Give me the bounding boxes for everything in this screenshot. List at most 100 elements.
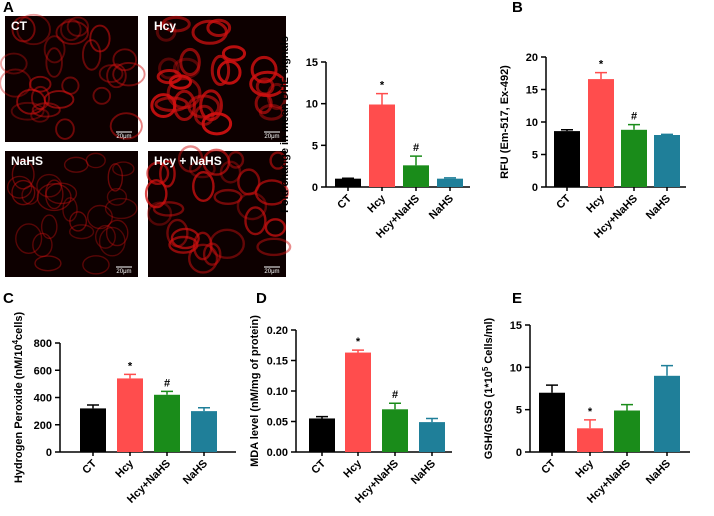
micrograph: Hcy + NaHS 20μm: [144, 145, 292, 277]
significance-marker: #: [164, 377, 170, 389]
y-axis-label-part: RFU (Em-517, Ex-492): [499, 65, 511, 179]
y-axis-label: MDA level (nM/mg of protein): [249, 315, 261, 467]
scale-bar-label: 20μm: [116, 134, 131, 140]
error-bar: [595, 71, 607, 80]
cell: [11, 16, 36, 43]
panel-label: B: [512, 0, 523, 16]
bar: [419, 422, 445, 452]
bar: [191, 411, 217, 452]
micrograph: CT 20μm: [0, 13, 146, 142]
cell: [62, 197, 78, 222]
significance-marker: #: [392, 389, 398, 401]
cell: [166, 77, 202, 110]
cell: [109, 112, 143, 140]
cell: [146, 201, 173, 226]
significance-marker: *: [356, 336, 361, 348]
cell: [104, 197, 138, 220]
cell: [107, 163, 124, 192]
bar: [382, 409, 408, 452]
significance-marker: *: [588, 406, 593, 418]
bar: [554, 131, 580, 187]
bar: [117, 378, 143, 452]
error-bar: [444, 177, 456, 179]
cell: [6, 175, 33, 199]
y-axis-label-part: GSH/GSSG (1*10: [483, 371, 495, 459]
cell: [166, 218, 189, 248]
y-axis-label-part: 5: [481, 366, 490, 371]
error-bar: [352, 349, 364, 353]
bar: [345, 352, 371, 452]
cell: [255, 77, 275, 96]
cell: [60, 18, 82, 42]
micrograph-background: [5, 16, 138, 142]
error-bar: [198, 406, 210, 412]
micrograph-label: NaHS: [11, 154, 43, 168]
significance-marker: *: [380, 80, 385, 92]
y-axis-label: Fold change in mean DHE signals: [279, 36, 291, 213]
cell: [144, 179, 168, 209]
x-tick-label: NaHS: [644, 458, 673, 487]
cell: [16, 13, 51, 46]
x-tick-label: Hcy: [341, 457, 364, 480]
cell: [86, 204, 113, 230]
x-tick-label: Hcy: [573, 457, 596, 480]
cell: [55, 118, 75, 140]
error-bar: [426, 417, 438, 423]
y-tick-label: 0.20: [267, 325, 288, 337]
cell: [81, 39, 102, 71]
cell: [43, 35, 66, 64]
error-bar: [661, 133, 673, 136]
y-axis-label-part: Hydrogen Peroxide (nM/10: [13, 344, 25, 483]
micrograph: Hcy 20μm: [148, 15, 287, 142]
cell: [221, 45, 247, 62]
panel-label: A: [3, 0, 14, 16]
y-tick-label: 0: [312, 182, 318, 194]
y-tick-label: 5: [312, 140, 318, 152]
y-tick-label: 15: [510, 320, 522, 332]
error-bar: [124, 373, 136, 379]
panel-label: C: [3, 290, 14, 307]
y-tick-label: 0.15: [267, 356, 288, 368]
bar: [309, 418, 335, 452]
cell: [206, 18, 232, 38]
cell: [40, 214, 58, 240]
y-axis-label-part: Fold change in mean DHE signals: [279, 36, 291, 213]
cell: [0, 68, 32, 98]
error-bar: [376, 92, 388, 105]
y-axis-label: Hydrogen Peroxide (nM/104cells): [11, 311, 26, 483]
cell: [193, 104, 215, 126]
cell: [63, 156, 89, 173]
y-tick-label: 10: [526, 117, 538, 129]
y-tick-label: 20: [526, 52, 538, 64]
y-tick-label: 5: [516, 405, 522, 417]
cell: [92, 86, 112, 105]
cell: [98, 226, 126, 257]
y-tick-label: 15: [526, 85, 538, 97]
y-tick-label: 0: [532, 182, 538, 194]
significance-marker: *: [599, 59, 604, 71]
bar: [621, 129, 647, 187]
cell: [11, 159, 35, 190]
panel-label: E: [512, 290, 522, 307]
bar: [437, 178, 463, 187]
y-tick-label: 400: [34, 393, 52, 405]
error-bar: [546, 384, 558, 393]
y-tick-label: 0.10: [267, 386, 288, 398]
error-bar: [628, 123, 640, 130]
bar: [654, 375, 680, 452]
micrograph-label: Hcy: [154, 19, 176, 33]
cell: [45, 182, 78, 205]
x-tick-label: Hcy: [584, 192, 607, 215]
error-bar: [316, 415, 328, 419]
cell: [105, 219, 129, 247]
significance-marker: *: [128, 360, 133, 372]
y-tick-label: 800: [34, 338, 52, 350]
bar: [154, 394, 180, 452]
bar: [403, 165, 429, 187]
error-bar: [621, 403, 633, 411]
cell: [258, 104, 285, 121]
cell: [152, 201, 185, 217]
x-tick-label: NaHS: [644, 193, 673, 222]
y-axis-label: RFU (Em-517, Ex-492): [499, 65, 511, 179]
